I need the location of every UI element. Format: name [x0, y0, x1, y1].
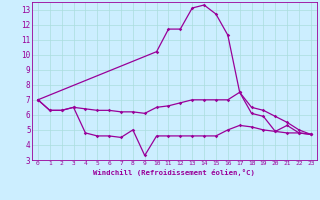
X-axis label: Windchill (Refroidissement éolien,°C): Windchill (Refroidissement éolien,°C) — [93, 169, 255, 176]
